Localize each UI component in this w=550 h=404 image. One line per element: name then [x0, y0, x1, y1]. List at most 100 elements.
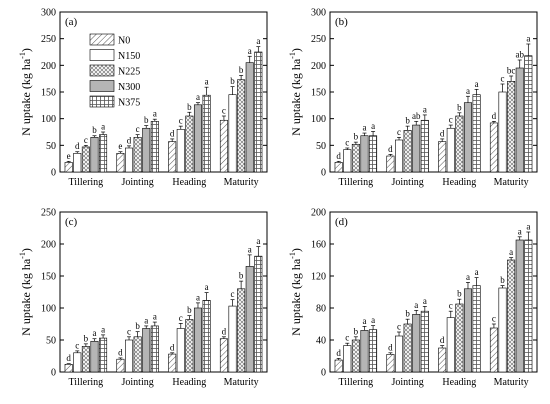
significance-letter: a [371, 315, 375, 325]
bar-n0-maturity [219, 338, 228, 373]
y-tick-label: 250 [311, 34, 326, 45]
bar-n300-maturity [515, 67, 524, 173]
bar-n150-maturity [498, 287, 507, 373]
bar-n150-heading [446, 317, 455, 373]
y-tick-label: 120 [311, 272, 326, 283]
bar-n0-maturity [489, 327, 498, 373]
panel-b: 0 50 100 150 200 250 300 N uptake (kg ha-1) (b) d… [288, 8, 538, 188]
bar-n300-tillering [90, 137, 99, 173]
significance-letter: a [423, 104, 427, 114]
bar-n225-maturity [507, 259, 516, 373]
significance-letter: c [75, 340, 79, 350]
y-tick-label: 100 [41, 304, 56, 315]
panel-a: 0 50 100 150 200 250 300 N uptake (kg ha-1) (a) e… [18, 8, 268, 188]
significance-letter: a [256, 36, 260, 46]
significance-letter: a [466, 86, 470, 96]
bar-n150-tillering [73, 153, 82, 173]
significance-letter: b [144, 115, 149, 125]
bar-n225-heading [185, 319, 194, 373]
x-tick-label: Jointing [392, 177, 424, 188]
significance-letter: d [170, 128, 175, 138]
legend-swatch-n0 [89, 33, 115, 46]
significance-letter: b [354, 132, 359, 142]
bar-n0-jointing [116, 153, 125, 173]
significance-letter: a [362, 123, 366, 133]
y-tick-label: 0 [321, 168, 326, 179]
legend-label-n0: N0 [118, 36, 130, 47]
significance-letter: c [501, 74, 505, 84]
significance-letter: b [187, 102, 192, 112]
bar-n300-heading [193, 104, 202, 173]
bar-n225-jointing [133, 137, 142, 173]
significance-letter: a [526, 34, 530, 44]
bar-n0-heading [168, 353, 177, 373]
significance-letter: c [397, 322, 401, 332]
bar-n375-maturity [254, 51, 263, 173]
significance-letter: d [388, 144, 393, 154]
significance-letter: a [256, 236, 260, 246]
significance-letter: b [457, 102, 462, 112]
bar-n0-maturity [219, 119, 228, 173]
significance-letter: b [354, 326, 359, 336]
plot-frame [59, 211, 268, 373]
y-tick-label: 150 [311, 88, 326, 99]
y-axis-label: N uptake (kg ha-1) [18, 248, 33, 336]
significance-letter: a [475, 267, 479, 277]
bar-n150-maturity [498, 91, 507, 173]
significance-letter: b [84, 333, 89, 343]
bar-n225-tillering [81, 146, 90, 173]
bar-n375-jointing [420, 119, 429, 173]
bar-n0-maturity [489, 122, 498, 173]
bar-n375-heading [472, 94, 481, 173]
x-tick-label: Maturity [494, 177, 529, 188]
bar-n150-jointing [125, 147, 134, 173]
bar-n225-maturity [507, 81, 516, 173]
bar-n150-tillering [343, 345, 352, 373]
significance-letter: a [144, 315, 148, 325]
x-tick-label: Tillering [339, 377, 374, 388]
bar-n0-heading [168, 141, 177, 173]
x-tick-label: Maturity [494, 377, 529, 388]
significance-letter: c [492, 314, 496, 324]
bar-n375-tillering [369, 329, 378, 373]
significance-letter: a [92, 328, 96, 338]
significance-letter: d [118, 347, 123, 357]
significance-letter: a [101, 324, 105, 334]
bar-n375-heading [202, 94, 211, 173]
bar-n300-maturity [245, 266, 254, 373]
y-tick-label: 80 [316, 304, 326, 315]
y-tick-label: 200 [41, 240, 56, 251]
bar-n300-jointing [142, 328, 151, 373]
significance-letter: b [239, 271, 244, 281]
y-tick-label: 100 [41, 114, 56, 125]
bar-n150-tillering [343, 149, 352, 173]
bar-n150-jointing [125, 339, 134, 373]
y-tick-label: 0 [321, 368, 326, 379]
panel-label: (a) [65, 16, 78, 28]
x-tick-label: Heading [442, 177, 476, 188]
bar-n150-heading [446, 127, 455, 173]
bar-n0-tillering [334, 359, 343, 373]
y-tick-label: 250 [41, 208, 56, 219]
y-tick-label: 250 [41, 34, 56, 45]
x-tick-label: Heading [172, 377, 206, 388]
legend-swatch-n225 [89, 64, 115, 77]
x-tick-label: Tillering [339, 177, 374, 188]
significance-letter: d [66, 353, 71, 363]
significance-letter: a [196, 92, 200, 102]
significance-letter: a [466, 272, 470, 282]
bar-n300-tillering [90, 340, 99, 373]
panel-label: (d) [335, 216, 348, 228]
significance-letter: e [67, 151, 71, 161]
bar-n225-tillering [351, 143, 360, 173]
